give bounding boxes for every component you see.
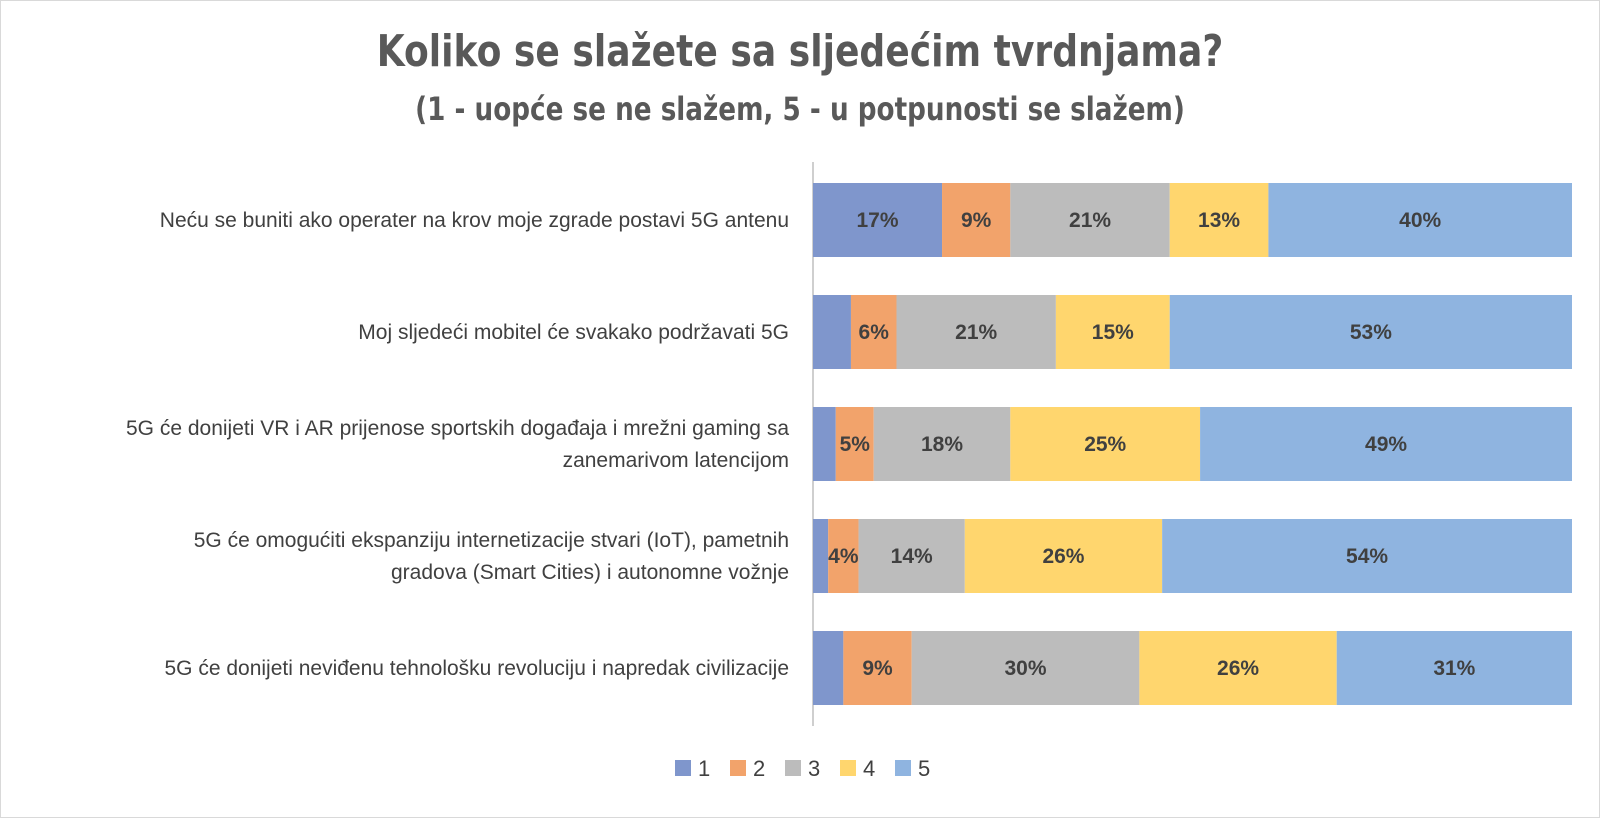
- category-label-3: 5G će donijeti VR i AR prijenose sportsk…: [126, 417, 789, 472]
- bar-segment-row2-level5: [1169, 295, 1572, 369]
- bar-segment-row5-level3: [911, 631, 1140, 705]
- legend-swatch-2: [730, 760, 746, 776]
- bar-segment-row1-level4: [1169, 183, 1269, 257]
- legend-label-2: 2: [753, 756, 765, 781]
- category-labels: Neću se buniti ako operater na krov moje…: [126, 209, 789, 680]
- bar-segment-row5-level1: [813, 631, 844, 705]
- data-label-row5-level5: 31%: [1433, 657, 1475, 680]
- bar-segment-row3-level3: [873, 407, 1011, 481]
- legend: 1 2 3 4 5: [675, 756, 930, 781]
- category-label-4: 5G će omogućiti ekspanziju internetizaci…: [194, 529, 789, 584]
- data-label-row3-level2: 5%: [840, 433, 871, 456]
- data-label-row1-level5: 40%: [1399, 209, 1441, 232]
- category-label-line: Moj sljedeći mobitel će svakako podržava…: [358, 321, 789, 344]
- legend-label-1: 1: [698, 756, 710, 781]
- bar-segment-row2-level2: [850, 295, 897, 369]
- data-label-row4-level2: 4%: [828, 545, 859, 568]
- legend-label-3: 3: [808, 756, 820, 781]
- category-label-2: Moj sljedeći mobitel će svakako podržava…: [358, 321, 789, 344]
- bar-segment-row3-level1: [813, 407, 836, 481]
- data-label-row5-level3: 30%: [1005, 657, 1047, 680]
- bar-segment-row1-level5: [1268, 183, 1572, 257]
- bar-segment-row5-level4: [1139, 631, 1337, 705]
- category-label-line: Neću se buniti ako operater na krov moje…: [160, 209, 789, 232]
- data-label-row5-level2: 9%: [862, 657, 893, 680]
- bar-segment-row4-level4: [964, 519, 1163, 593]
- bar-segment-row3-level5: [1200, 407, 1572, 481]
- legend-swatch-1: [675, 760, 691, 776]
- legend-label-5: 5: [918, 756, 930, 781]
- data-label-row2-level4: 15%: [1092, 321, 1134, 344]
- data-label-row4-level4: 26%: [1042, 545, 1084, 568]
- bar-segment-row3-level4: [1010, 407, 1201, 481]
- data-label-row4-level5: 54%: [1346, 545, 1388, 568]
- bar-segment-row1-level2: [942, 183, 1011, 257]
- data-label-row2-level3: 21%: [955, 321, 997, 344]
- data-label-row1-level4: 13%: [1198, 209, 1240, 232]
- data-label-row3-level5: 49%: [1365, 433, 1407, 456]
- bar-segment-row1-level3: [1010, 183, 1170, 257]
- data-label-row5-level4: 26%: [1217, 657, 1259, 680]
- bar-segment-row4-level2: [828, 519, 859, 593]
- data-label-row3-level4: 25%: [1084, 433, 1126, 456]
- category-label-line: 5G će omogućiti ekspanziju internetizaci…: [194, 529, 789, 552]
- category-label-line: gradova (Smart Cities) i autonomne vožnj…: [391, 561, 789, 584]
- bar-segment-row2-level1: [813, 295, 851, 369]
- bar-segment-row3-level2: [835, 407, 874, 481]
- legend-swatch-5: [895, 760, 911, 776]
- data-label-row4-level3: 14%: [891, 545, 933, 568]
- bar-segment-row5-level2: [843, 631, 912, 705]
- category-label-line: zanemarivom latencijom: [563, 449, 789, 472]
- bar-segment-row4-level1: [813, 519, 829, 593]
- legend-swatch-4: [840, 760, 856, 776]
- bar-segment-row4-level3: [858, 519, 965, 593]
- data-label-row1-level2: 9%: [961, 209, 992, 232]
- category-label-1: Neću se buniti ako operater na krov moje…: [160, 209, 789, 232]
- data-label-row2-level2: 6%: [859, 321, 890, 344]
- data-label-row1-level1: 17%: [856, 209, 898, 232]
- data-label-row1-level3: 21%: [1069, 209, 1111, 232]
- bars-group: 17% 9% 21% 13% 40% 6% 21% 15% 53% 5% 18% 25% 49% 4% 14…: [813, 183, 1572, 705]
- chart-subtitle: (1 - uopće se ne slažem, 5 - u potpunost…: [415, 90, 1185, 128]
- data-label-row2-level5: 53%: [1350, 321, 1392, 344]
- bar-segment-row2-level3: [896, 295, 1056, 369]
- category-label-line: 5G će donijeti VR i AR prijenose sportsk…: [126, 417, 789, 440]
- data-label-row3-level3: 18%: [921, 433, 963, 456]
- bar-segment-row2-level4: [1055, 295, 1170, 369]
- bar-segment-row5-level5: [1336, 631, 1572, 705]
- legend-swatch-3: [785, 760, 801, 776]
- category-label-5: 5G će donijeti neviđenu tehnološku revol…: [164, 657, 789, 680]
- chart-title: Koliko se slažete sa sljedećim tvrdnjama…: [376, 26, 1224, 77]
- bar-segment-row1-level1: [813, 183, 943, 257]
- bar-segment-row4-level5: [1162, 519, 1572, 593]
- legend-label-4: 4: [863, 756, 875, 781]
- category-label-line: 5G će donijeti neviđenu tehnološku revol…: [164, 657, 789, 680]
